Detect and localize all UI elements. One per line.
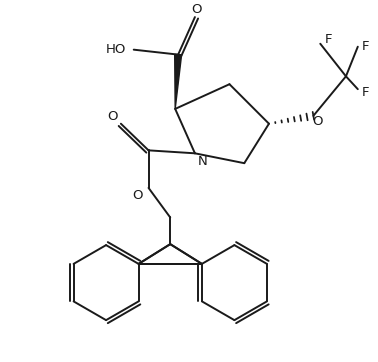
Text: F: F [362,85,369,98]
Text: O: O [192,3,202,16]
Text: N: N [198,155,208,168]
Text: F: F [362,40,369,53]
Text: HO: HO [106,43,126,56]
Text: O: O [312,115,322,128]
Text: O: O [108,110,118,123]
Text: F: F [324,33,332,46]
Text: O: O [132,189,143,202]
Polygon shape [175,54,181,109]
